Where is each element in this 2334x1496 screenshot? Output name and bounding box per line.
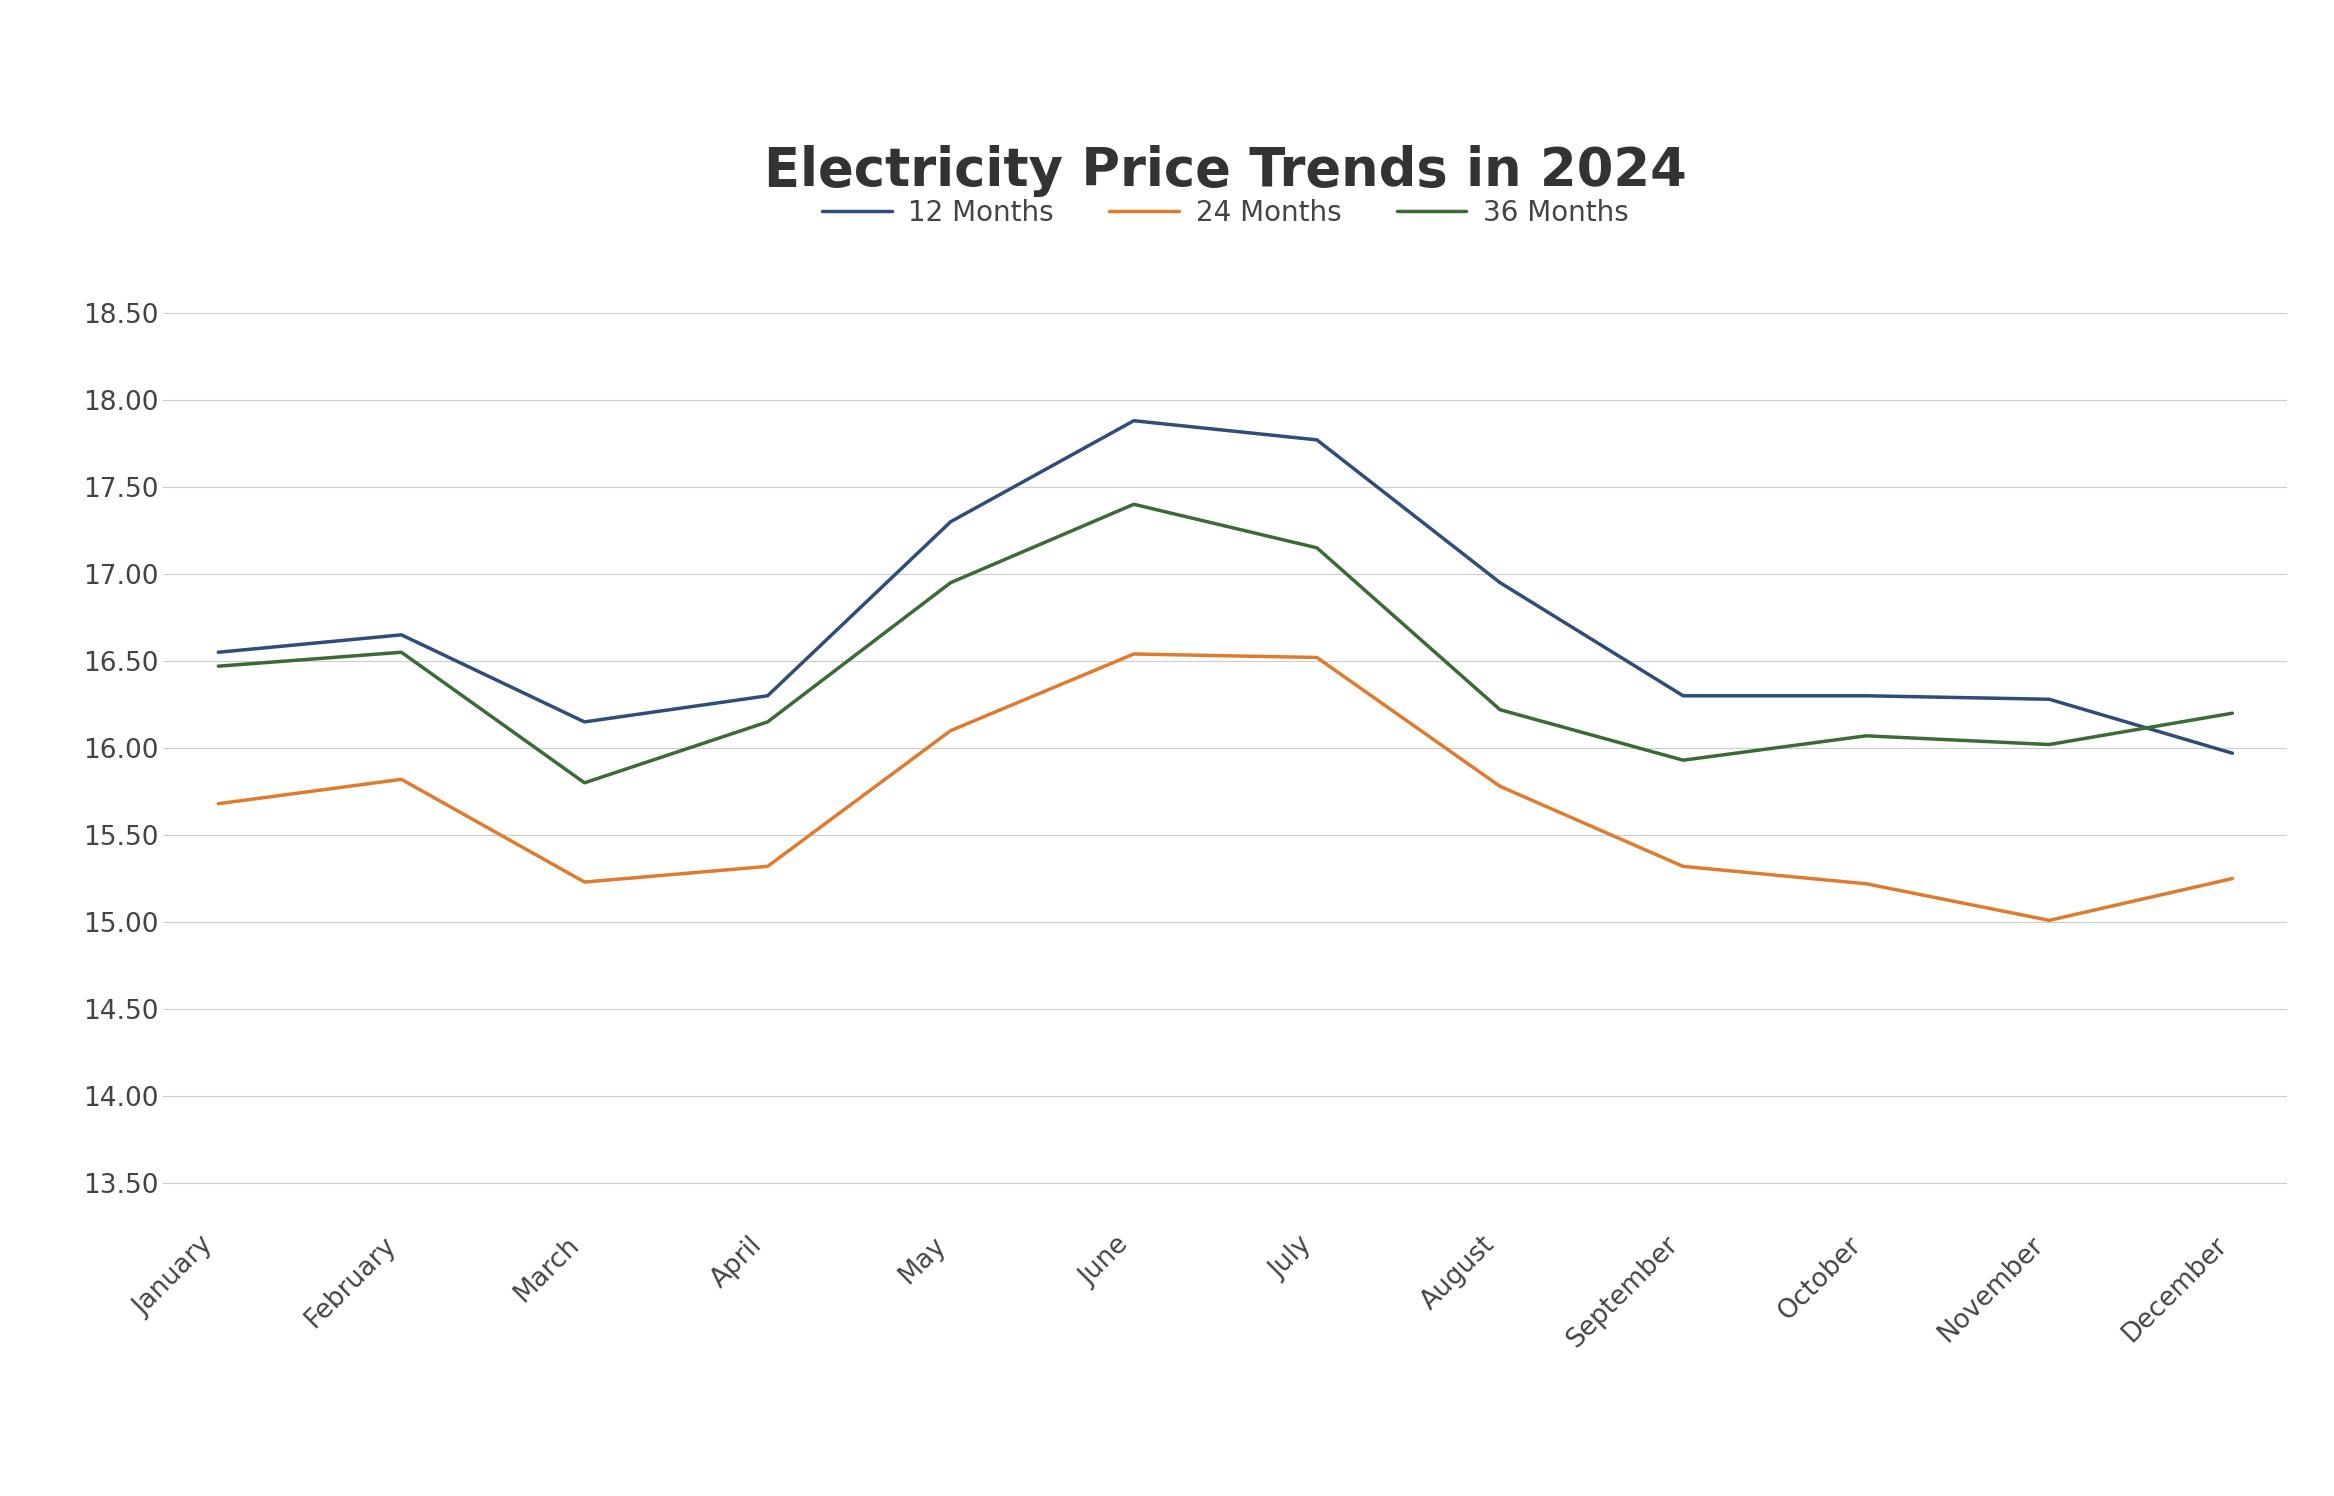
36 Months xyxy=(2035,736,2063,754)
24 Months xyxy=(754,857,782,875)
12 Months xyxy=(1120,411,1148,429)
Line: 24 Months: 24 Months xyxy=(219,654,2231,920)
24 Months xyxy=(205,794,233,812)
Line: 36 Months: 36 Months xyxy=(219,504,2231,782)
12 Months xyxy=(1302,431,1330,449)
36 Months xyxy=(1669,751,1697,769)
36 Months xyxy=(754,714,782,732)
24 Months xyxy=(387,770,415,788)
24 Months xyxy=(2217,869,2245,887)
Line: 12 Months: 12 Months xyxy=(219,420,2231,752)
36 Months xyxy=(1487,700,1515,718)
12 Months xyxy=(754,687,782,705)
12 Months xyxy=(1669,687,1697,705)
Title: Electricity Price Trends in 2024: Electricity Price Trends in 2024 xyxy=(763,145,1687,197)
12 Months xyxy=(387,625,415,643)
24 Months xyxy=(1120,645,1148,663)
12 Months xyxy=(569,714,598,732)
36 Months xyxy=(569,773,598,791)
12 Months xyxy=(1487,573,1515,591)
36 Months xyxy=(205,657,233,675)
24 Months xyxy=(1853,875,1881,893)
12 Months xyxy=(2035,690,2063,708)
36 Months xyxy=(1853,727,1881,745)
36 Months xyxy=(387,643,415,661)
24 Months xyxy=(1302,648,1330,666)
24 Months xyxy=(936,721,964,739)
Legend: 12 Months, 24 Months, 36 Months: 12 Months, 24 Months, 36 Months xyxy=(810,187,1641,238)
36 Months xyxy=(936,573,964,591)
36 Months xyxy=(1120,495,1148,513)
12 Months xyxy=(1853,687,1881,705)
12 Months xyxy=(2217,744,2245,761)
24 Months xyxy=(2035,911,2063,929)
24 Months xyxy=(1669,857,1697,875)
24 Months xyxy=(1487,778,1515,796)
12 Months xyxy=(205,643,233,661)
12 Months xyxy=(936,513,964,531)
24 Months xyxy=(569,874,598,892)
36 Months xyxy=(1302,539,1330,557)
36 Months xyxy=(2217,705,2245,723)
